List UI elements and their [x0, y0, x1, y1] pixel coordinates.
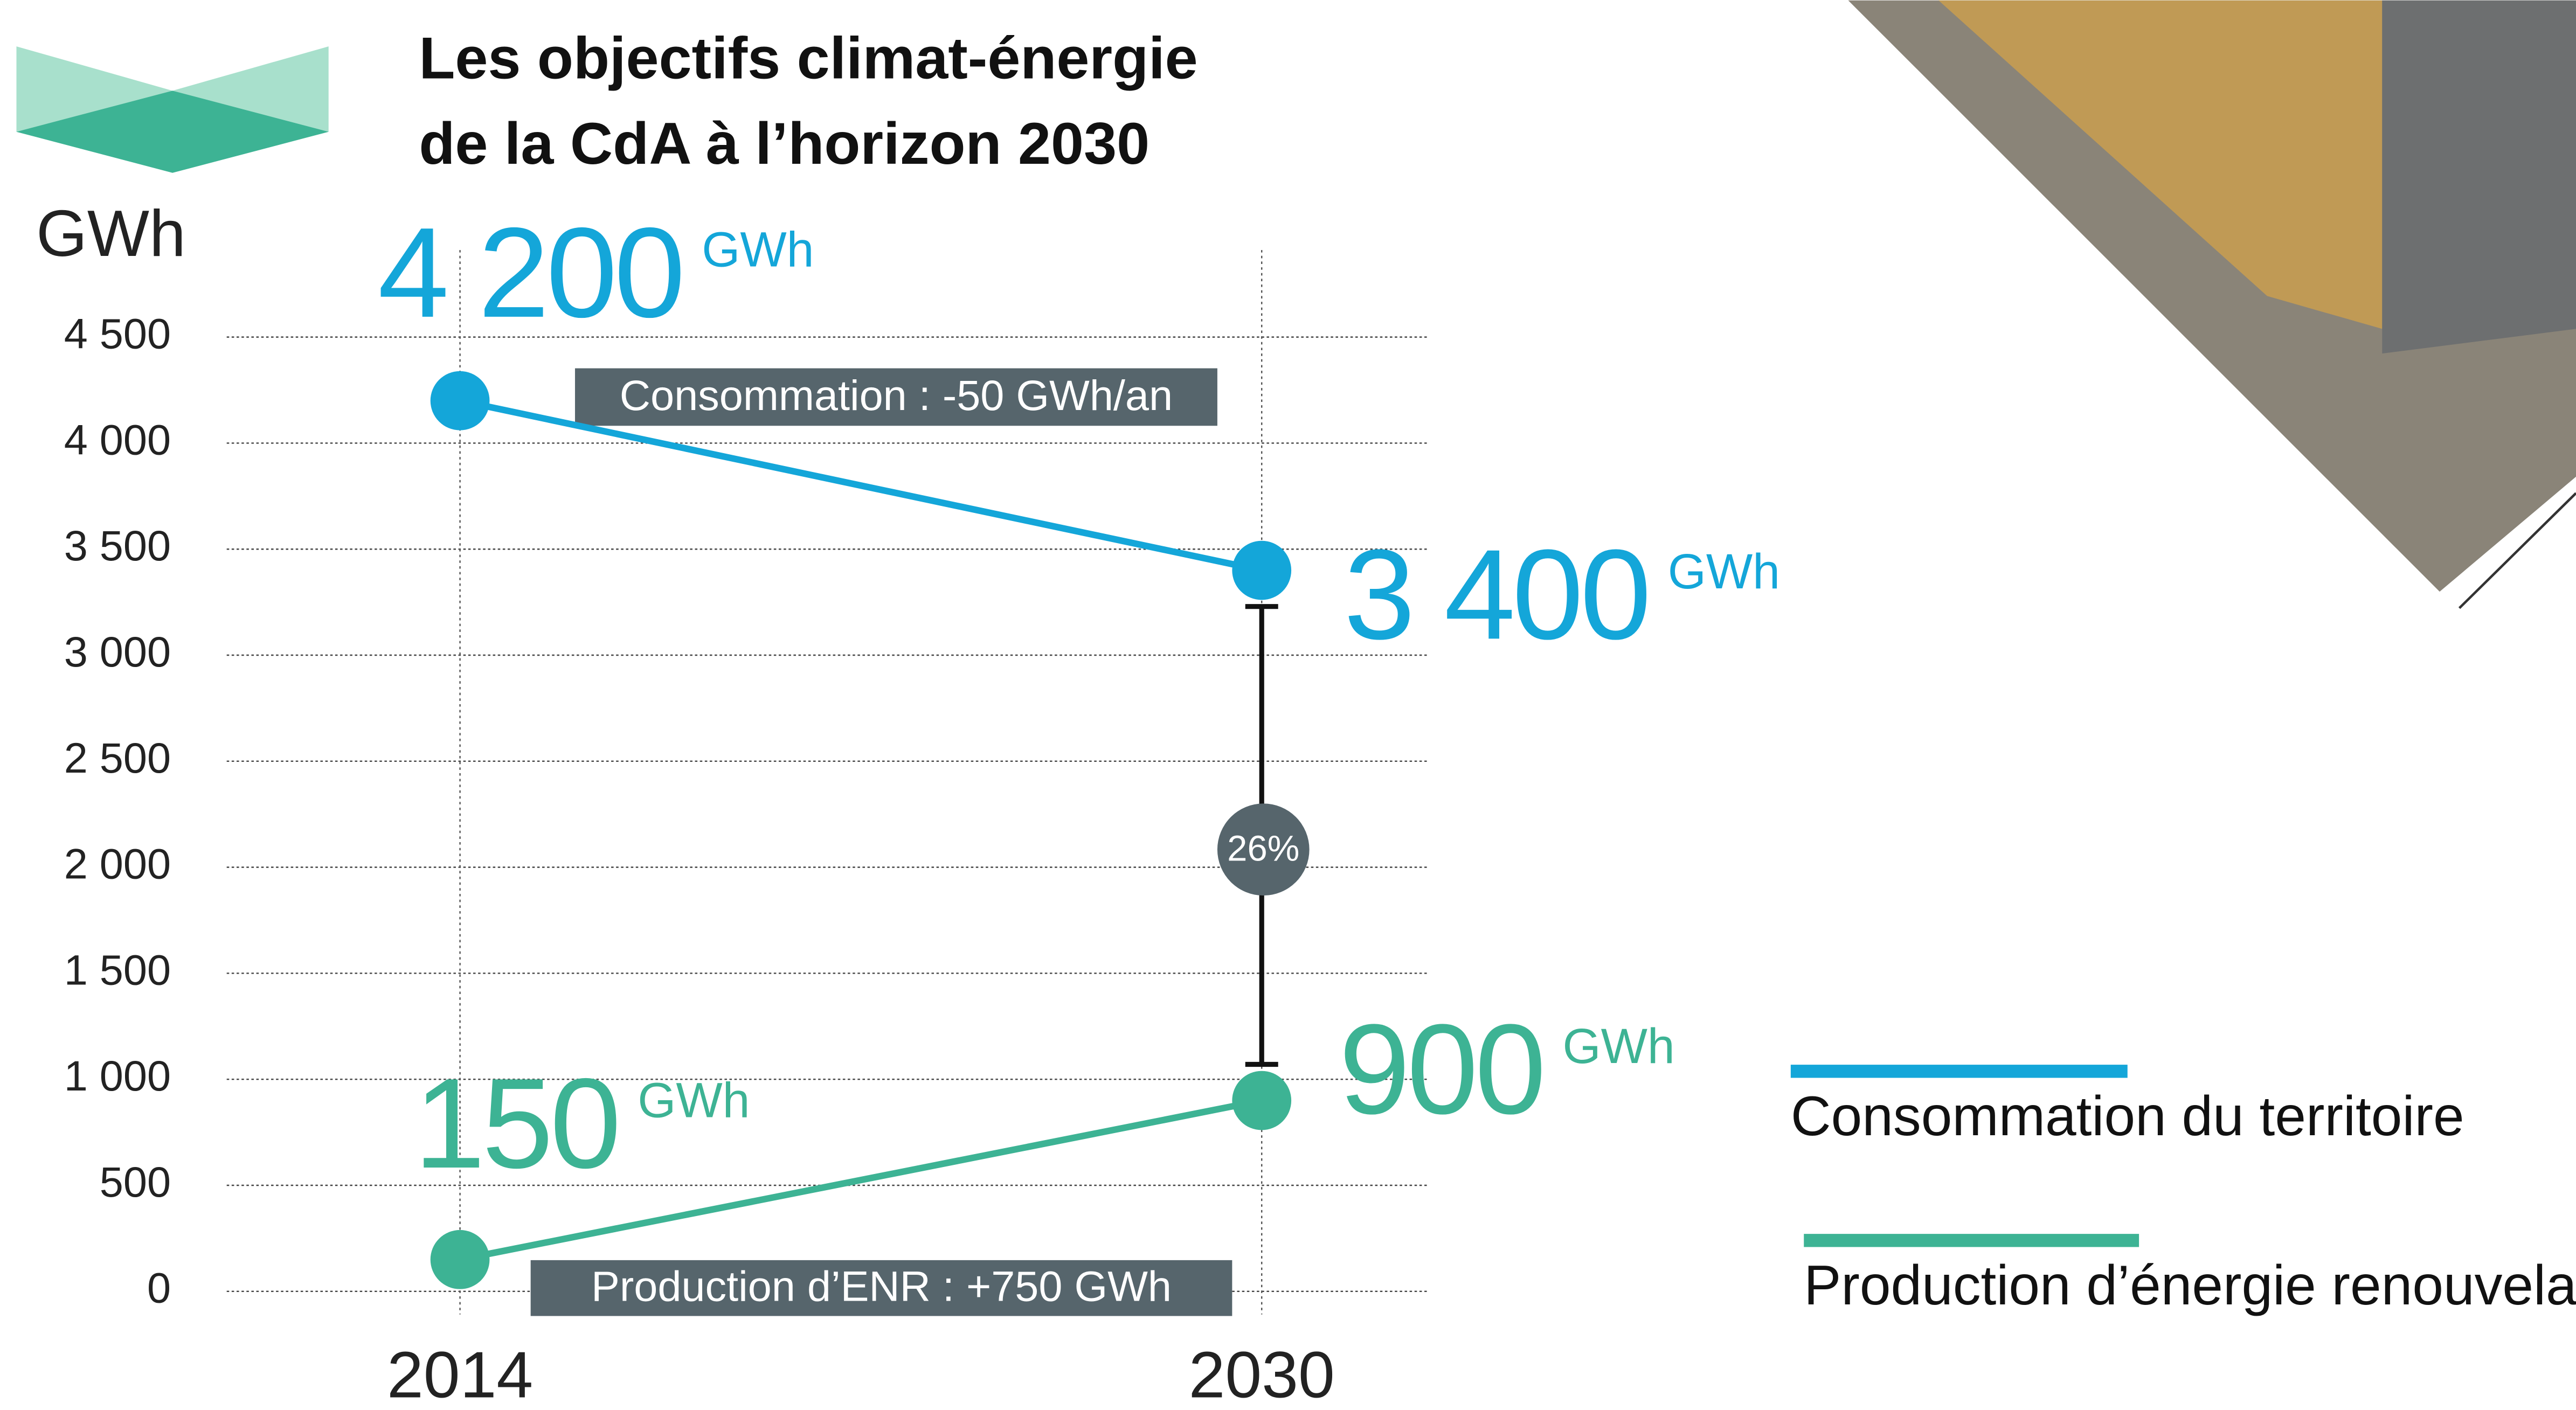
logo — [16, 46, 328, 173]
annotation: Consommation : -50 GWh/an — [620, 371, 1173, 419]
y-tick-label: 1 500 — [64, 946, 171, 994]
value-label: 4 200 — [378, 202, 682, 344]
y-tick-label: 0 — [147, 1264, 171, 1312]
data-point — [431, 1230, 490, 1289]
annotation: Production d’ENR : +750 GWh — [591, 1262, 1172, 1310]
chart-title: Les objectifs climat-énergie — [419, 26, 1197, 92]
photo-shape — [2382, 1, 2576, 353]
value-unit: GWh — [1563, 1019, 1675, 1074]
y-tick-label: 3 500 — [64, 522, 171, 569]
chart: Les objectifs climat-énergie de la CdA à… — [0, 0, 2576, 1410]
value-unit: GWh — [1668, 544, 1780, 599]
legend-label: Consommation du territoire — [1791, 1085, 2464, 1147]
legend-label: Production d’énergie renouvelable — [1804, 1254, 2576, 1316]
gap-label: 26% — [1227, 829, 1299, 869]
y-tick-label: 4 000 — [64, 415, 171, 463]
page: {"chart_data": {"type": "line", "title":… — [0, 0, 2576, 1410]
photo — [1848, 1, 2576, 608]
y-tick-label: 4 500 — [64, 310, 171, 358]
value-unit: GWh — [638, 1073, 750, 1128]
x-tick-label: 2014 — [387, 1338, 533, 1410]
data-point — [431, 371, 490, 430]
y-tick-label: 500 — [100, 1158, 171, 1206]
value-label: 150 — [414, 1052, 618, 1195]
y-tick-label: 2 500 — [64, 734, 171, 782]
y-tick-label: 1 000 — [64, 1052, 171, 1100]
data-point — [1232, 1071, 1291, 1130]
value-unit: GWh — [702, 222, 814, 277]
data-point — [1232, 541, 1291, 600]
y-tick-label: 2 000 — [64, 840, 171, 888]
value-label: 900 — [1339, 998, 1543, 1141]
y-tick-label: 3 000 — [64, 628, 171, 676]
chart-title: de la CdA à l’horizon 2030 — [419, 111, 1149, 177]
series-line — [460, 401, 1262, 571]
x-tick-label: 2030 — [1189, 1338, 1335, 1410]
y-axis-label: GWh — [36, 197, 186, 270]
value-label: 3 400 — [1344, 523, 1649, 666]
